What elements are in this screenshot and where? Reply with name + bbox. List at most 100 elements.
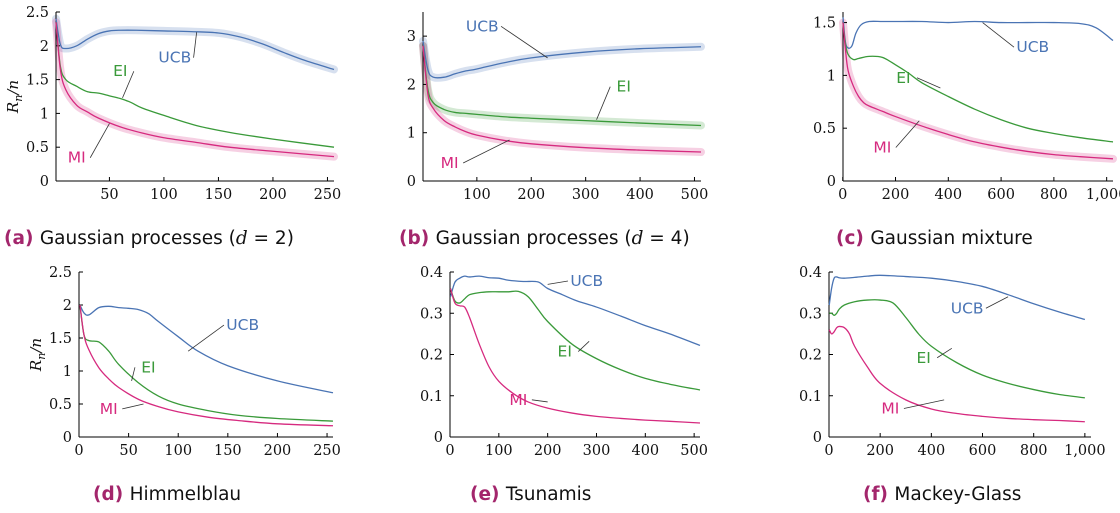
- y-tick-label: 1: [827, 68, 836, 84]
- x-tick-label: 100: [463, 187, 491, 203]
- series-label-ei: EI: [916, 349, 930, 367]
- y-tick-label: 0.2: [799, 348, 822, 364]
- y-tick-label: 0: [813, 430, 822, 446]
- y-tick-label: 0.1: [420, 389, 443, 405]
- label-leader-mi: [903, 399, 945, 409]
- x-tick-label: 50: [100, 187, 118, 203]
- label-leader-mi: [462, 139, 510, 164]
- label-leader-mi: [531, 399, 548, 403]
- x-tick-label: 600: [969, 443, 997, 459]
- series-label-ucb: UCB: [1016, 38, 1049, 56]
- x-tick-label: 300: [572, 187, 600, 203]
- series-line-mi: [842, 22, 1114, 160]
- x-tick-label: 1,000: [1064, 443, 1106, 459]
- series-label-ucb: UCB: [466, 17, 499, 35]
- y-tick-label: 2: [407, 77, 416, 93]
- series-line-ei: [55, 22, 335, 148]
- x-tick-label: 100: [164, 443, 192, 459]
- panel-tsunamis: 0 100 200 300 400 500 0 0.1 0.2 0.3 0.4 UCB EI MI (e) …: [420, 265, 708, 505]
- y-tick-label: 0.5: [26, 140, 49, 156]
- x-tick-label: 800: [1040, 187, 1068, 203]
- y-tick-label: 1: [407, 126, 416, 142]
- x-tick-label: 1,000: [1086, 187, 1120, 203]
- series-line-mi: [449, 288, 701, 424]
- series-label-mi: MI: [441, 154, 459, 172]
- series-label-mi: MI: [881, 399, 899, 417]
- label-leader-ei: [936, 347, 953, 359]
- band-ucb: [419, 36, 705, 82]
- series-line-mi: [422, 45, 702, 153]
- series-label-ei: EI: [113, 62, 127, 80]
- y-tick-label: 0.4: [420, 265, 443, 281]
- series-label-ucb: UCB: [951, 299, 984, 317]
- series-line-ucb: [79, 304, 334, 394]
- x-tick-label: 800: [1020, 443, 1048, 459]
- y-tick-label: 0.4: [799, 265, 822, 281]
- y-tick-label: 0: [40, 174, 49, 190]
- series-line-mi: [79, 304, 334, 427]
- series-line-ucb: [55, 18, 335, 71]
- x-tick-label: 200: [264, 443, 292, 459]
- x-tick-label: 400: [918, 443, 946, 459]
- series-label-ei: EI: [617, 78, 631, 96]
- panel-himmelblau: 0 50 100 150 200 250 0 0.5 1 1.5 2 2.5 UCB EI MI Rn/n (d…: [27, 265, 341, 505]
- y-tick-label: 1.5: [49, 331, 72, 347]
- y-tick-label: 3: [407, 29, 416, 45]
- x-tick-label: 400: [626, 187, 654, 203]
- y-tick-label: 0: [827, 174, 836, 190]
- series-line-ei: [449, 288, 701, 391]
- label-leader-ucb: [982, 22, 1015, 48]
- series-label-ei: EI: [896, 69, 910, 87]
- x-tick-label: 50: [119, 443, 137, 459]
- y-tick-label: 0.5: [49, 397, 72, 413]
- series-label-ucb: UCB: [158, 49, 191, 67]
- x-tick-label: 200: [517, 187, 545, 203]
- series-line-ei: [829, 299, 1085, 399]
- y-tick-label: 0.3: [420, 306, 443, 322]
- y-tick-label: 0.2: [420, 348, 443, 364]
- x-tick-label: 150: [205, 187, 233, 203]
- y-axis-label: Rn/n: [27, 338, 48, 372]
- label-leader-mi: [89, 123, 110, 158]
- label-leader-ei: [122, 71, 135, 99]
- x-tick-label: 400: [934, 187, 962, 203]
- label-leader-ucb: [500, 25, 548, 59]
- x-tick-label: 0: [838, 187, 847, 203]
- series-label-ucb: UCB: [570, 272, 603, 290]
- label-leader-ucb: [187, 324, 225, 352]
- series-line-mi: [828, 325, 1085, 423]
- x-tick-label: 250: [313, 443, 341, 459]
- label-leader-ei: [596, 86, 611, 120]
- x-tick-label: 0: [824, 443, 833, 459]
- y-tick-label: 0.3: [799, 306, 822, 322]
- series-label-mi: MI: [100, 400, 118, 418]
- panel-caption: (d) Himmelblau: [93, 484, 241, 505]
- label-leader-mi: [122, 403, 144, 410]
- band-mi: [419, 41, 705, 157]
- y-tick-label: 2.5: [26, 5, 49, 21]
- x-tick-label: 0: [445, 443, 454, 459]
- series-line-ei: [79, 304, 334, 422]
- panel-mackey-glass: 0 200 400 600 800 1,000 0 0.1 0.2 0.3 0.4 UCB EI MI (f…: [799, 265, 1106, 505]
- series-line-ucb: [842, 17, 1114, 49]
- x-tick-label: 150: [214, 443, 242, 459]
- y-tick-label: 1.5: [26, 73, 49, 89]
- y-tick-label: 1.5: [813, 16, 836, 32]
- x-tick-label: 200: [866, 443, 894, 459]
- series-label-ucb: UCB: [226, 316, 259, 334]
- x-tick-label: 500: [681, 187, 709, 203]
- y-tick-label: 1: [40, 106, 49, 122]
- series-line-ucb: [828, 274, 1086, 321]
- y-tick-label: 1: [63, 364, 72, 380]
- y-tick-label: 0: [407, 174, 416, 190]
- x-tick-label: 300: [583, 443, 611, 459]
- x-tick-label: 200: [259, 187, 287, 203]
- band-mi: [52, 18, 338, 161]
- series-label-ei: EI: [558, 343, 572, 361]
- series-line-mi: [55, 22, 335, 158]
- label-leader-ucb: [193, 32, 198, 58]
- panel-gaussian-processes-d2: 50 100 150 200 250 0 0.5 1 1.5 2 2.5 UCB EI MI Rn/n (a)…: [4, 5, 341, 249]
- series-label-mi: MI: [68, 149, 86, 167]
- label-leader-ei: [577, 341, 590, 352]
